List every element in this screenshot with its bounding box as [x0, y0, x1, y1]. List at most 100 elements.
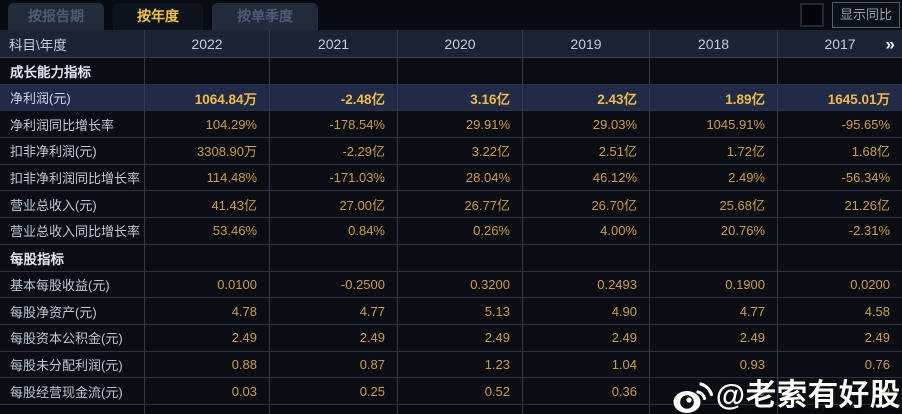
cell-value: 1064.84万: [145, 84, 270, 112]
row-label[interactable]: 扣非净利润同比增长率: [0, 164, 145, 192]
year-label: 2019: [570, 35, 602, 52]
table-bottom-sliver: [523, 404, 650, 414]
year-label: 2018: [697, 35, 730, 52]
cell-value: 0.2493: [523, 271, 650, 299]
section-row-label[interactable]: 成长能力指标: [0, 58, 145, 85]
row-label[interactable]: 净利润同比增长率: [0, 111, 145, 139]
table-bottom-sliver: [778, 404, 902, 414]
cell-value: 5.13: [398, 298, 523, 325]
row-label[interactable]: 每股净资产(元): [0, 298, 145, 325]
yoy-controls: 显示同比: [799, 2, 900, 28]
cell-value: 9: [778, 378, 902, 405]
period-tab-0[interactable]: 按报告期: [8, 3, 104, 30]
row-label[interactable]: 净利润(元): [0, 84, 145, 112]
cell-value: 2.49: [778, 325, 902, 352]
cell-value: 25.68亿: [650, 191, 778, 219]
row-label[interactable]: 营业总收入同比增长率: [0, 218, 145, 245]
cell-value: 2.49: [145, 324, 270, 352]
year-label: 2020: [444, 35, 476, 52]
cell-value: -2.29亿: [270, 138, 398, 165]
cell-value: 29.91%: [398, 111, 523, 139]
period-tab-2[interactable]: 按单季度: [212, 3, 318, 30]
cell-value: 0.03: [145, 378, 270, 405]
cell-value: 104.29%: [145, 111, 270, 139]
cell-value: 4.58: [778, 298, 902, 325]
cell-value: 2.49: [398, 324, 523, 352]
cell-value: 29.03%: [523, 111, 650, 139]
cell-value: 2.51亿: [523, 138, 650, 165]
cell-value: [398, 244, 523, 272]
year-label: 2021: [317, 35, 350, 52]
cell-value: 0: [650, 378, 778, 405]
cell-value: -2.31%: [778, 218, 902, 245]
cell-value: 4.77: [650, 298, 778, 325]
cell-value: 3308.90万: [145, 138, 270, 165]
cell-value: 0.1900: [650, 271, 778, 299]
cell-value: 4.90: [523, 298, 650, 325]
section-row-label[interactable]: 每股指标: [0, 244, 145, 272]
cell-value: 4.00%: [523, 218, 650, 245]
cell-value: 20.76%: [650, 218, 778, 245]
cell-value: 2.49%: [650, 164, 778, 192]
cell-value: 0.52: [398, 378, 523, 405]
show-yoy-label[interactable]: 显示同比: [831, 2, 900, 28]
period-tabs: 按报告期 按年度 按单季度: [0, 0, 318, 30]
table-bottom-sliver: [398, 404, 523, 414]
year-label: 2022: [191, 35, 223, 52]
cell-value: 4.77: [270, 298, 398, 325]
cell-value: [523, 58, 650, 85]
cell-value: 0.84%: [270, 218, 398, 245]
cell-value: 46.12%: [523, 164, 650, 192]
show-yoy-checkbox[interactable]: [799, 3, 824, 27]
cell-value: 1645.01万: [778, 84, 902, 112]
cell-value: [145, 58, 270, 85]
cell-value: 1.72亿: [650, 138, 778, 165]
cell-value: [778, 245, 902, 272]
more-columns-icon[interactable]: »: [885, 34, 895, 53]
cell-value: 3.16亿: [398, 84, 523, 112]
cell-value: 1.89亿: [650, 84, 778, 112]
year-label: 2017: [824, 35, 856, 52]
cell-value: 0.0200: [778, 272, 902, 299]
row-label[interactable]: 每股资本公积金(元): [0, 324, 145, 352]
cell-value: [523, 244, 650, 272]
cell-value: 4.78: [145, 298, 270, 325]
cell-value: 0.76: [778, 352, 902, 379]
row-label[interactable]: 扣非净利润(元): [0, 138, 145, 165]
cell-value: 0.25: [270, 378, 398, 405]
cell-value: -178.54%: [270, 111, 398, 139]
cell-value: 114.48%: [145, 164, 270, 192]
cell-value: [145, 244, 270, 272]
row-label[interactable]: 每股未分配利润(元): [0, 351, 145, 379]
row-label[interactable]: 营业总收入(元): [0, 191, 145, 219]
cell-value: [650, 244, 778, 272]
cell-value: 1.68亿: [778, 138, 902, 165]
cell-value: 1.04: [523, 351, 650, 379]
cell-value: -0.2500: [270, 271, 398, 299]
cell-value: 0.93: [650, 351, 778, 379]
column-header-year: 2021: [270, 30, 398, 58]
column-header-year: 2022: [145, 30, 270, 58]
cell-value: 0.3200: [398, 271, 523, 299]
cell-value: [650, 58, 778, 85]
cell-value: [270, 58, 398, 85]
cell-value: 0.88: [145, 351, 270, 379]
column-header-year: 2018: [650, 30, 778, 58]
cell-value: -2.48亿: [270, 84, 398, 112]
cell-value: 0.26%: [398, 218, 523, 245]
cell-value: 53.46%: [145, 218, 270, 245]
column-header-year: 2019: [523, 30, 650, 58]
financial-table: 科目\年度 2022 2021 2020 2019 2018 2017 » 成长能力指标 净利润(…: [0, 30, 902, 414]
cell-value: -56.34%: [778, 165, 902, 192]
column-header-year: 2017 »: [778, 30, 902, 58]
cell-value: 0.0100: [145, 271, 270, 299]
row-label[interactable]: 基本每股收益(元): [0, 271, 145, 299]
cell-value: 1.23: [398, 351, 523, 379]
row-label[interactable]: 每股经营现金流(元): [0, 378, 145, 405]
period-tab-1-active[interactable]: 按年度: [113, 3, 203, 30]
column-header-subject: 科目\年度: [0, 30, 145, 58]
cell-value: 26.77亿: [398, 191, 523, 219]
cell-value: 1045.91%: [650, 111, 778, 139]
cell-value: -171.03%: [270, 164, 398, 192]
